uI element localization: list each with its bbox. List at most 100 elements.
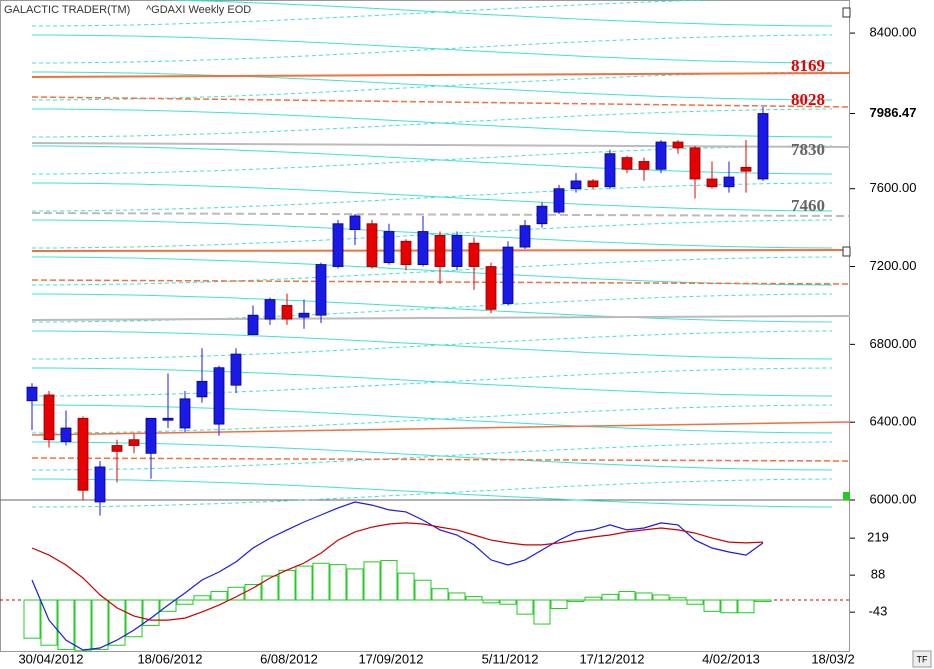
marker: [843, 492, 850, 500]
histogram-bar: [23, 599, 41, 639]
y-tick-label: 6400.00: [870, 414, 917, 429]
candle-body: [94, 466, 106, 503]
histogram-bar: [516, 599, 534, 615]
marker: [842, 7, 851, 18]
candle-body: [757, 113, 769, 180]
candle-body: [689, 147, 701, 180]
symbol-label: ^GDAXI Weekly EOD: [146, 4, 251, 16]
histogram-bar: [703, 599, 721, 612]
histogram-bar: [210, 591, 228, 601]
level-curve: [32, 367, 833, 397]
candle-body: [315, 264, 327, 316]
x-tick-label: 18/06/2012: [137, 651, 202, 666]
indicator-line: [31, 501, 764, 651]
tf-button-label[interactable]: TF: [917, 654, 928, 664]
histogram-bar: [261, 575, 279, 601]
y-tick-label: 219: [867, 530, 889, 545]
candle-body: [570, 180, 582, 190]
candle-body: [485, 266, 497, 310]
level-line: [31, 421, 851, 436]
histogram-bar: [227, 586, 245, 601]
histogram-bar: [567, 599, 585, 602]
level-curve: [32, 478, 833, 508]
candle-body: [519, 225, 531, 248]
histogram-bar: [618, 591, 636, 601]
y-tick-label: 6800.00: [870, 336, 917, 351]
x-tick-label: 6/08/2012: [260, 651, 318, 666]
histogram-bar: [57, 599, 75, 650]
histogram-bar: [482, 599, 500, 604]
level-annotation: 8028: [791, 90, 825, 109]
y-tick-label: 88: [871, 567, 885, 582]
histogram-bar: [380, 559, 398, 601]
level-line: [31, 72, 851, 78]
histogram-bar: [74, 599, 92, 652]
histogram-bar: [91, 599, 109, 650]
level-curve: [32, 108, 833, 138]
histogram-bar: [397, 572, 415, 601]
level-curve: [32, 330, 833, 360]
histogram-bar: [601, 593, 619, 601]
x-tick-label: 4/02/2013: [702, 651, 760, 666]
level-annotation: 7460: [791, 196, 825, 215]
histogram-bar: [499, 599, 517, 605]
histogram-bar: [686, 599, 704, 605]
x-tick-label: 5/11/2012: [482, 651, 539, 666]
histogram-bar: [312, 562, 330, 601]
histogram-bar: [584, 596, 602, 601]
candle-body: [655, 141, 667, 170]
histogram-bar: [176, 599, 194, 605]
histogram-bar: [346, 568, 364, 601]
candle-body: [264, 299, 276, 320]
tf-button[interactable]: [912, 650, 932, 668]
level-curve: [32, 219, 833, 249]
candle-body: [638, 161, 650, 170]
app-name: GALACTIC TRADER(TM): [4, 4, 130, 16]
marker: [842, 246, 851, 257]
y-tick-label: 6000.00: [870, 491, 917, 506]
candle-body: [366, 223, 378, 267]
histogram-bar: [193, 595, 211, 601]
candle-body: [536, 205, 548, 225]
histogram-bar: [465, 596, 483, 601]
y-tick-label: 8400.00: [870, 25, 917, 40]
candle-body: [672, 141, 684, 149]
level-curve: [32, 34, 833, 64]
histogram-bar: [40, 599, 58, 646]
level-curve: [32, 478, 833, 508]
candle-body: [349, 215, 361, 230]
candle-body: [468, 242, 480, 267]
histogram-bar: [737, 599, 755, 614]
candle-body: [43, 394, 55, 441]
y-tick-label: 7200.00: [870, 258, 917, 273]
histogram-bar: [329, 564, 347, 601]
candle-body: [230, 353, 242, 386]
histogram-bar: [295, 565, 313, 601]
candle-body: [706, 178, 718, 188]
level-curve: [32, 219, 833, 249]
candle-body: [77, 417, 89, 491]
candle-body: [26, 386, 38, 402]
y-tick-label: -43: [869, 604, 888, 619]
level-curve: [32, 0, 729, 27]
level-line: [31, 142, 851, 148]
level-curve: [32, 293, 833, 323]
level-curve: [32, 71, 833, 101]
candle-body: [332, 223, 344, 267]
histogram-bar: [533, 599, 551, 625]
histogram-bar: [448, 592, 466, 601]
histogram-bar: [159, 599, 177, 612]
level-curve: [32, 108, 833, 138]
level-line: [31, 212, 851, 217]
y-tick-label: 7986.47: [870, 105, 917, 120]
x-tick-label: 17/12/2012: [579, 651, 644, 666]
candle-body: [179, 398, 191, 429]
plot-frame: [0, 0, 850, 652]
candle-body: [434, 235, 446, 267]
level-curve: [32, 441, 833, 471]
candle-body: [281, 305, 293, 320]
level-curve: [151, 0, 833, 27]
candle-body: [400, 240, 412, 265]
candle-body: [298, 312, 310, 318]
